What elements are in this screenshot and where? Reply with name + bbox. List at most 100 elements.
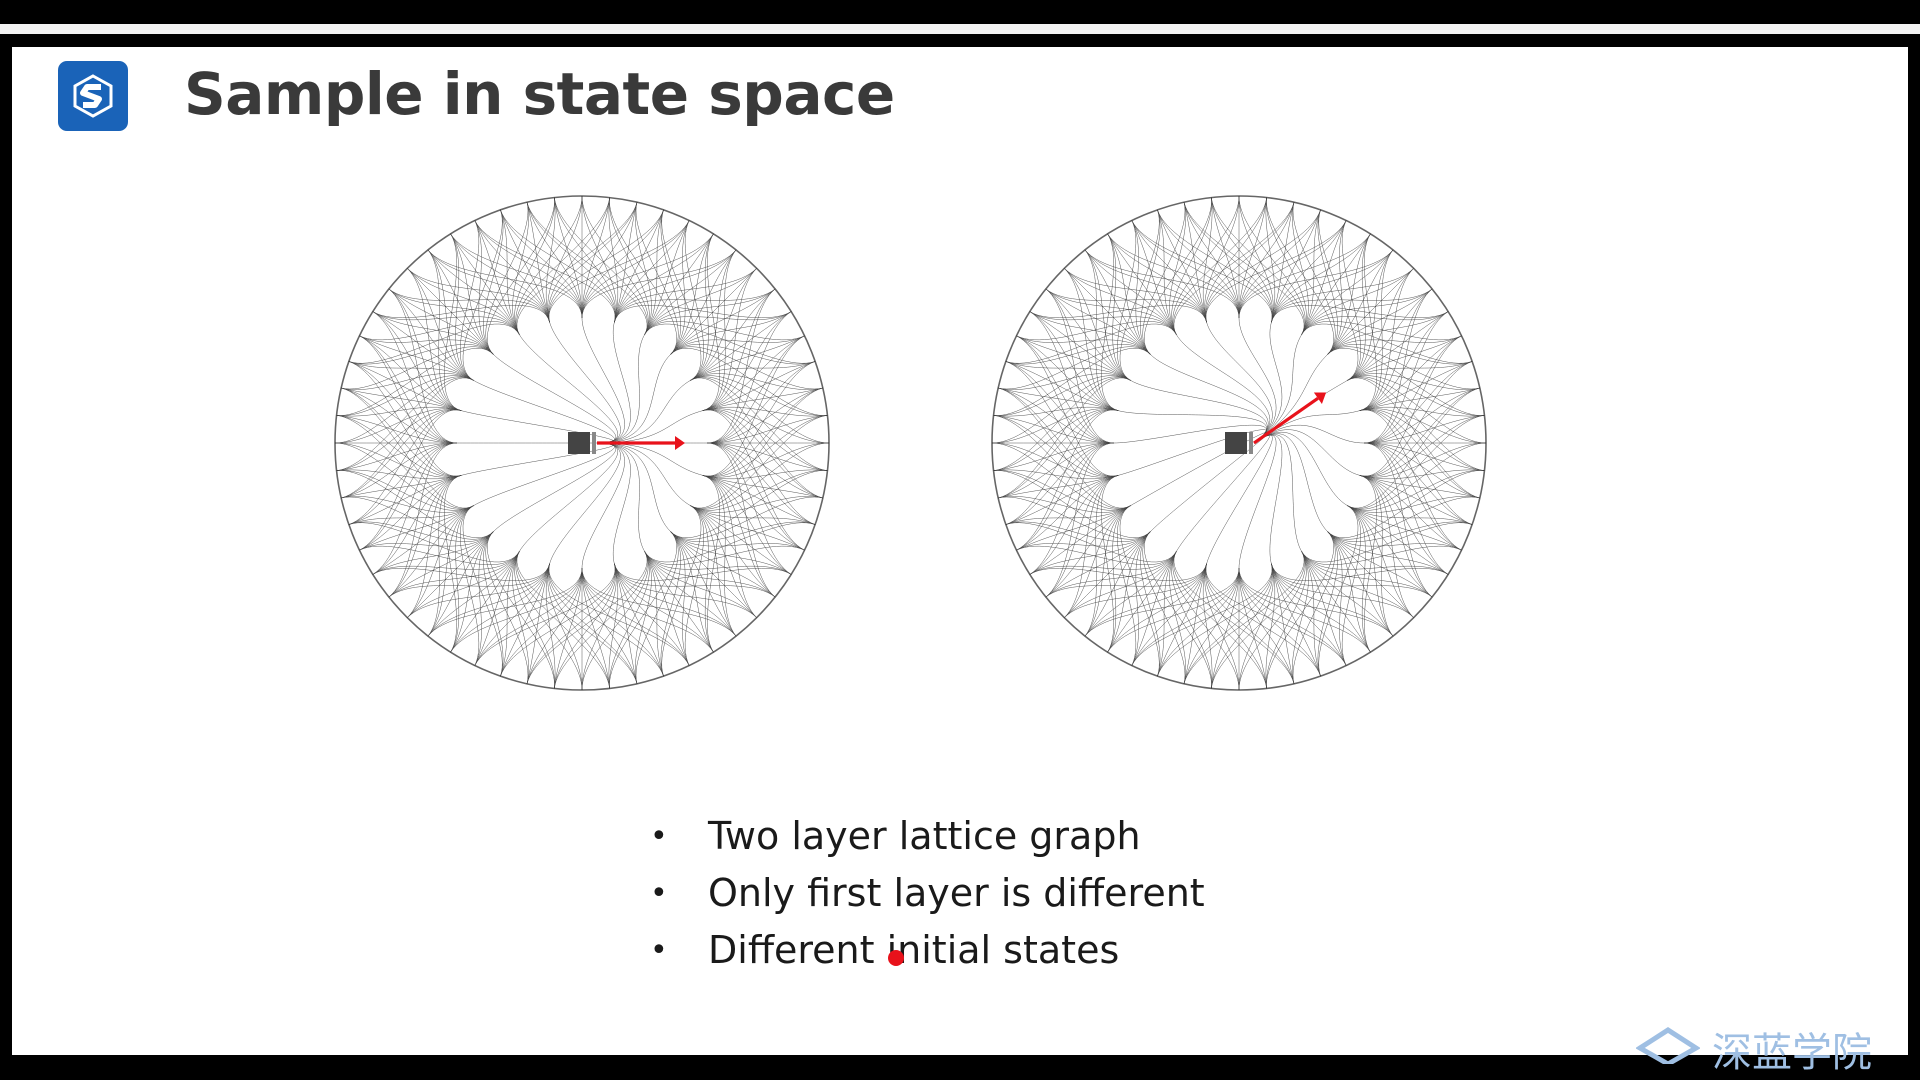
- layer2-edge: [706, 335, 805, 444]
- layer2-edge: [1363, 311, 1449, 444]
- layer2-edge: [1363, 442, 1433, 598]
- layer2-edge: [614, 563, 757, 618]
- layer2-edge: [512, 202, 529, 335]
- layer2-edge: [1029, 442, 1115, 575]
- layer2-edge: [1205, 197, 1267, 323]
- layer2-edge: [1205, 563, 1321, 677]
- layer2-edge: [427, 567, 583, 637]
- layer2-edge: [991, 442, 1131, 510]
- layer2-edge: [1327, 311, 1449, 355]
- layer2-edge: [581, 567, 664, 677]
- layer2-edge: [334, 408, 462, 444]
- layer2-edge: [427, 531, 494, 637]
- layer2-edge: [407, 268, 494, 355]
- layer2-edge: [702, 475, 737, 637]
- layer2-edge: [1238, 563, 1274, 691]
- layer2-edge: [1359, 475, 1377, 653]
- layer2-edge: [1347, 311, 1449, 381]
- layer2-edge: [1131, 220, 1207, 323]
- layer2-edge: [1359, 249, 1394, 411]
- layer2-edge: [1211, 567, 1240, 689]
- layer2-edge: [1327, 531, 1449, 575]
- layer2-edge: [644, 288, 776, 335]
- bullet-list: • Two layer lattice graph • Only first l…: [640, 808, 1205, 979]
- layer2-edge: [341, 346, 494, 390]
- layer2-edge: [1359, 409, 1480, 499]
- layer2-edge: [706, 442, 792, 575]
- lattice-graph-right: [991, 195, 1487, 691]
- layer2-edge: [706, 415, 828, 444]
- layer2-edge: [515, 195, 583, 335]
- layer2-edge: [991, 442, 1119, 478]
- layer2-edge: [334, 376, 474, 444]
- layer2-edge: [1029, 505, 1131, 575]
- layer2-edge: [1029, 305, 1207, 323]
- layer2-edge: [1271, 288, 1433, 323]
- layer2-edge: [1131, 563, 1207, 666]
- layer2-edge: [1265, 563, 1276, 689]
- layer1-edge: [1176, 334, 1271, 444]
- layer1-edge: [519, 442, 618, 552]
- layer1-edge: [1253, 322, 1283, 444]
- layer1-edge: [493, 442, 617, 532]
- layer2-edge: [702, 469, 828, 480]
- layer2-edge: [372, 475, 462, 575]
- layer2-edge: [1363, 442, 1473, 525]
- layer2-edge: [706, 311, 792, 444]
- layer2-edge: [388, 505, 474, 598]
- layer2-edge: [388, 551, 520, 598]
- layer2-edge: [1347, 233, 1371, 381]
- layer2-edge: [1347, 373, 1480, 390]
- layer2-edge: [474, 220, 550, 323]
- layer2-edge: [1301, 323, 1473, 364]
- layer2-edge: [1301, 209, 1321, 335]
- layer2-edge: [1347, 470, 1485, 511]
- layer2-edge: [341, 409, 462, 499]
- layer2-edge: [1183, 202, 1273, 323]
- layer2-edge: [1347, 288, 1433, 381]
- layer2-edge: [581, 195, 649, 335]
- layer2-edge: [690, 505, 816, 525]
- layer1-edge: [596, 322, 631, 444]
- layer2-edge: [690, 311, 792, 381]
- layer2-edge: [1205, 220, 1347, 323]
- layer2-edge: [500, 551, 520, 677]
- layer2-edge: [702, 475, 805, 551]
- layer2-edge: [1238, 567, 1267, 689]
- layer2-edge: [1171, 551, 1212, 689]
- layer2-edge: [1301, 249, 1394, 335]
- layer2-edge: [1131, 567, 1240, 666]
- layer2-edge: [1045, 288, 1177, 335]
- layer2-edge: [1084, 567, 1240, 637]
- layer2-edge: [1202, 563, 1213, 689]
- layer1-edge: [461, 442, 615, 476]
- layer2-edge: [427, 475, 462, 637]
- layer2-edge: [1016, 335, 1115, 444]
- layer2-edge: [516, 202, 638, 335]
- layer2-edge: [1016, 335, 1151, 355]
- layer2-edge: [1327, 220, 1347, 355]
- layer2-edge: [1016, 409, 1119, 551]
- layer2-edge: [1205, 563, 1347, 666]
- layer2-edge: [1064, 563, 1207, 618]
- layer2-edge: [1359, 475, 1449, 575]
- layer2-edge: [372, 551, 520, 575]
- layer2-edge: [670, 335, 805, 355]
- layer2-edge: [450, 233, 474, 381]
- layer2-edge: [635, 202, 652, 335]
- layer2-edge: [1271, 563, 1414, 618]
- layer2-edge: [483, 209, 504, 355]
- layer2-edge: [1131, 220, 1151, 355]
- layer2-edge: [348, 409, 462, 525]
- layer2-edge: [1005, 522, 1177, 563]
- layer2-edge: [1301, 551, 1414, 618]
- layer2-edge: [1347, 268, 1414, 381]
- layer2-edge: [660, 209, 681, 355]
- bullet-item: • Two layer lattice graph: [640, 808, 1205, 865]
- watermark-logo-icon: [1636, 1027, 1700, 1064]
- layer2-edge: [336, 377, 474, 471]
- layer2-edge: [581, 551, 649, 691]
- layer1-edge: [1206, 434, 1273, 564]
- layer2-edge: [1363, 361, 1473, 444]
- bullet-marker: •: [650, 819, 668, 854]
